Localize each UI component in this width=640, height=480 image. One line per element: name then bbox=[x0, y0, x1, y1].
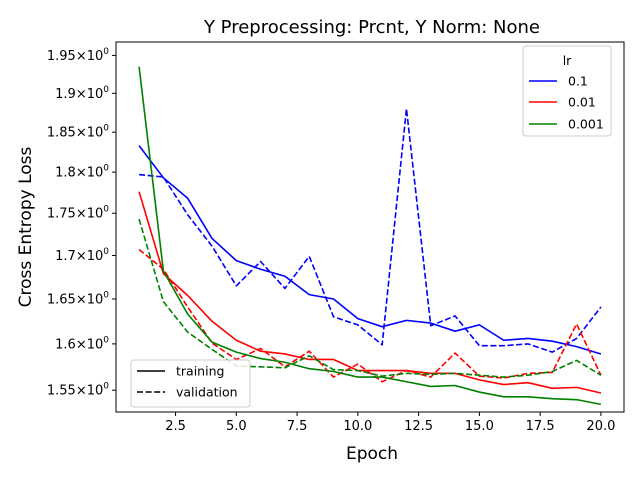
series-line-lr-0.01-training bbox=[138, 191, 602, 394]
y-tick-label-7: 1.9×100 bbox=[55, 85, 109, 102]
x-tick-label-6: 17.5 bbox=[526, 419, 555, 434]
y-axis-label: Cross Entropy Loss bbox=[16, 146, 36, 307]
y-tick-label-6: 1.85×100 bbox=[47, 124, 109, 141]
y-tick-label-4: 1.75×100 bbox=[47, 205, 109, 222]
series-line-lr-0.001-validation bbox=[138, 218, 602, 378]
y-tick-label-5: 1.8×100 bbox=[55, 164, 109, 181]
y-tick-label-1: 1.6×100 bbox=[55, 335, 109, 352]
series-line-lr-0.1-validation bbox=[139, 107, 602, 353]
series-line-lr-0.001-training bbox=[138, 66, 602, 406]
x-tick-label-2: 7.5 bbox=[287, 419, 308, 434]
x-tick-label-0: 2.5 bbox=[165, 419, 186, 434]
y-tick-label-8: 1.95×100 bbox=[47, 47, 109, 64]
x-tick-label-5: 15.0 bbox=[465, 419, 494, 434]
y-tick-label-3: 1.7×100 bbox=[55, 247, 109, 264]
series-line-lr-0.1-training bbox=[138, 145, 602, 355]
legend-split-label-0: training bbox=[176, 364, 224, 379]
legend-lr-box bbox=[522, 45, 612, 137]
plot-area bbox=[138, 66, 602, 406]
x-axis-label: Epoch bbox=[346, 444, 398, 464]
axis-ticks: 2.5 5.0 7.5 10.0 12.5 15.0 17.5 20.0 1.55×100 1.6… bbox=[47, 47, 616, 434]
chart-title: Y Preprocessing: Prcnt, Y Norm: None bbox=[203, 17, 540, 38]
legend-split-label-1: validation bbox=[176, 385, 238, 400]
legend-lr-label-2: 0.001 bbox=[568, 117, 604, 132]
legend-lr: lr 0.1 0.01 0.001 bbox=[522, 45, 612, 137]
x-tick-label-4: 12.5 bbox=[404, 419, 433, 434]
x-tick-label-7: 20.0 bbox=[586, 419, 615, 434]
x-tick-label-3: 10.0 bbox=[343, 419, 372, 434]
axes-frame bbox=[115, 41, 625, 413]
y-tick-label-0: 1.55×100 bbox=[47, 382, 109, 399]
legend-split: training validation bbox=[130, 359, 251, 408]
legend-lr-label-0: 0.1 bbox=[568, 74, 588, 89]
y-tick-label-2: 1.65×100 bbox=[47, 291, 109, 308]
legend-lr-label-1: 0.01 bbox=[568, 95, 596, 110]
series-line-lr-0.01-validation bbox=[138, 248, 602, 383]
x-tick-label-1: 5.0 bbox=[226, 419, 247, 434]
legend-lr-title: lr bbox=[563, 53, 572, 68]
